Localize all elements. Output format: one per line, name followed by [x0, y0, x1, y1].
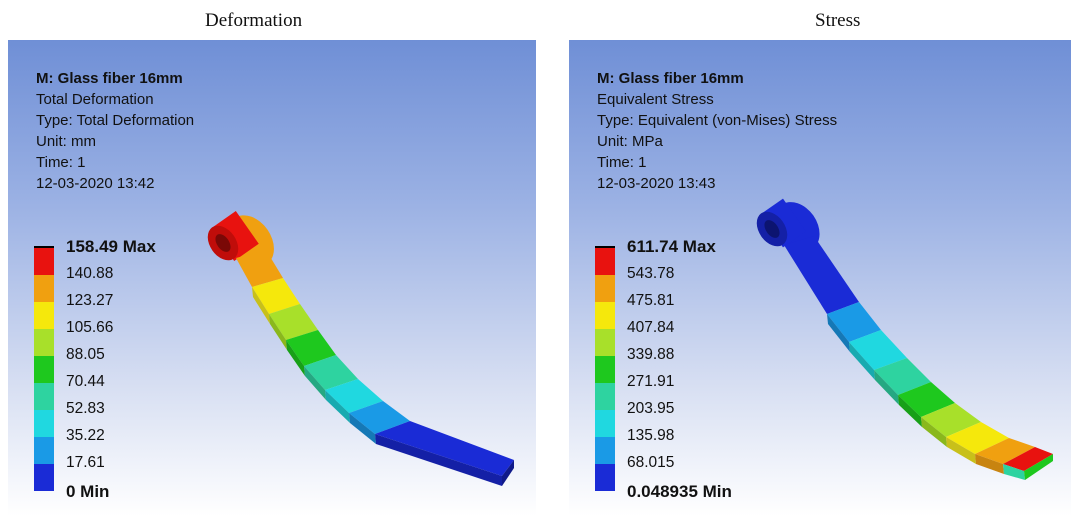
legend-color-bar [34, 248, 54, 491]
legend-label: 407.84 [627, 319, 675, 336]
legend-label: 339.88 [627, 346, 675, 363]
legend-label: 158.49 Max [66, 237, 156, 256]
legend-swatch-orange [34, 275, 54, 302]
caption-stress: Stress [815, 10, 861, 31]
deformation-spring-model [207, 211, 514, 486]
deformation-unit: Unit: mm [36, 133, 96, 150]
legend-label: 543.78 [627, 265, 675, 282]
legend-swatch-lime [34, 329, 54, 356]
stress-time: Time: 1 [597, 154, 647, 171]
legend-swatch-green [595, 356, 615, 383]
legend-label: 271.91 [627, 373, 675, 390]
deformation-result-name: Total Deformation [36, 91, 154, 108]
stress-result-type: Type: Equivalent (von-Mises) Stress [597, 112, 838, 129]
legend-label: 35.22 [66, 427, 105, 444]
legend-label: 68.015 [627, 454, 675, 471]
legend-swatch-orange [595, 275, 615, 302]
stress-material: M: Glass fiber 16mm [597, 70, 744, 87]
legend-swatch-lightblue [595, 437, 615, 464]
legend-swatch-teal [595, 383, 615, 410]
legend-swatch-lightblue [34, 437, 54, 464]
stress-info-block: M: Glass fiber 16mm Equivalent Stress Ty… [597, 68, 837, 194]
legend-swatch-green [34, 356, 54, 383]
legend-label: 0 Min [66, 482, 110, 501]
legend-label: 475.81 [627, 292, 675, 309]
legend-label: 52.83 [66, 400, 105, 417]
legend-label: 88.05 [66, 346, 105, 363]
deformation-time: Time: 1 [36, 154, 86, 171]
legend-swatch-yellow [595, 302, 615, 329]
legend-label: 203.95 [627, 400, 675, 417]
legend-swatch-yellow [34, 302, 54, 329]
deformation-material: M: Glass fiber 16mm [36, 70, 183, 87]
stress-viewport: M: Glass fiber 16mm Equivalent Stress Ty… [569, 40, 1071, 516]
deformation-info-block: M: Glass fiber 16mm Total Deformation Ty… [36, 68, 194, 194]
legend-label: 17.61 [66, 454, 105, 471]
legend-swatch-red [34, 248, 54, 275]
legend-swatch-teal [34, 383, 54, 410]
legend-swatch-blue [595, 464, 615, 491]
legend-label: 70.44 [66, 373, 105, 390]
legend-label: 135.98 [627, 427, 675, 444]
deformation-viewport: M: Glass fiber 16mm Total Deformation Ty… [8, 40, 536, 516]
legend-label: 105.66 [66, 319, 114, 336]
legend-color-bar [595, 248, 615, 491]
stress-timestamp: 12-03-2020 13:43 [597, 175, 716, 192]
legend-swatch-red [595, 248, 615, 275]
deformation-result-type: Type: Total Deformation [36, 112, 195, 129]
deformation-spring-leaf [236, 250, 514, 486]
legend-swatch-cyan [34, 410, 54, 437]
legend-label: 123.27 [66, 292, 114, 309]
stress-spring-model [756, 198, 1053, 480]
legend-swatch-blue [34, 464, 54, 491]
deformation-timestamp: 12-03-2020 13:42 [36, 175, 155, 192]
legend-max-tick [595, 246, 615, 248]
caption-deformation: Deformation [205, 10, 303, 31]
legend-max-tick [34, 246, 54, 248]
stress-spring-leaf [784, 236, 1053, 480]
legend-label: 0.048935 Min [627, 482, 732, 501]
deformation-spring-eye [207, 211, 274, 267]
legend-swatch-lime [595, 329, 615, 356]
legend-swatch-cyan [595, 410, 615, 437]
legend-label: 140.88 [66, 265, 114, 282]
stress-result-name: Equivalent Stress [597, 91, 714, 108]
stress-spring-eye [756, 198, 820, 252]
stress-unit: Unit: MPa [597, 133, 663, 150]
legend-label: 611.74 Max [627, 237, 716, 256]
